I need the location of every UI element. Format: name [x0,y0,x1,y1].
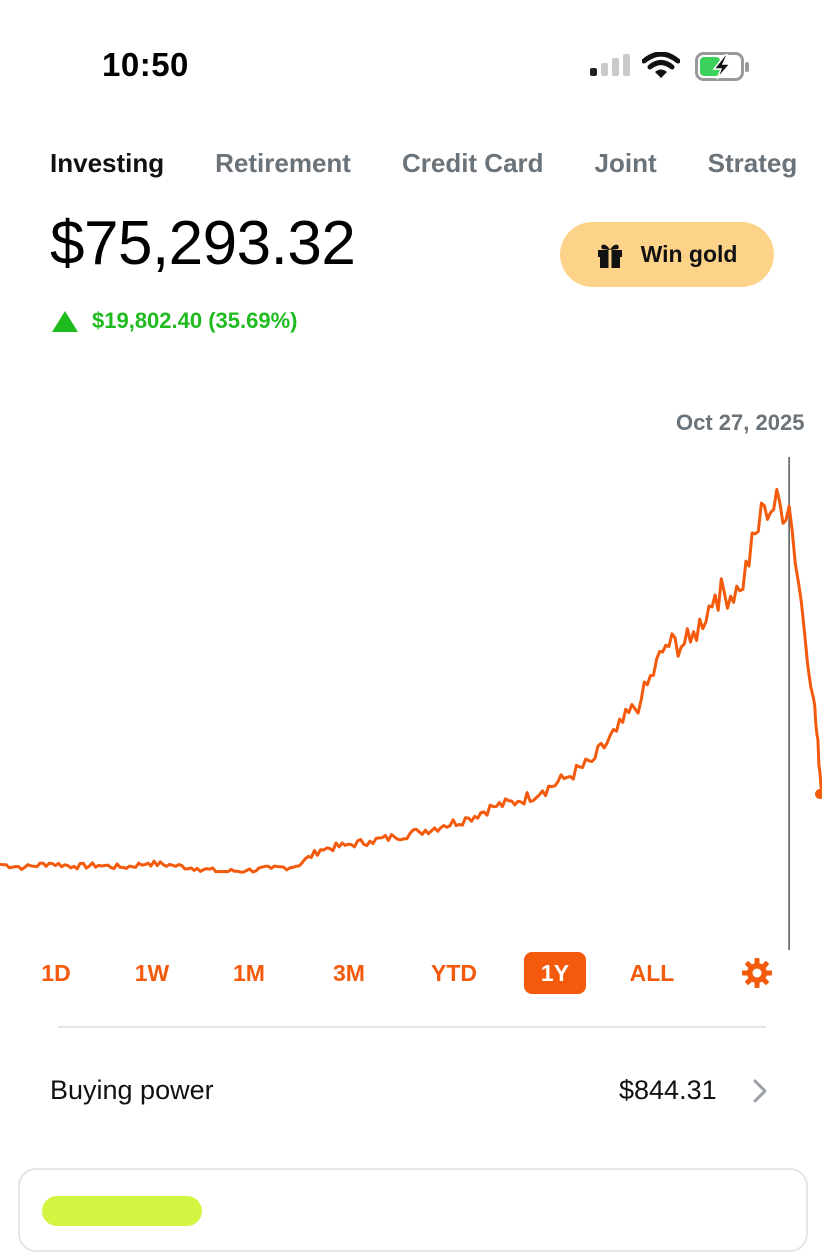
range-1d[interactable]: 1D [41,959,71,986]
win-gold-label: Win gold [640,241,738,267]
account-tabs: Investing Retirement Credit Card Joint S… [50,148,822,179]
gear-icon[interactable] [741,957,773,989]
chart-series-line [0,487,822,874]
portfolio-change-text: $19,802.40 (35.69%) [92,308,298,333]
tab-credit-card[interactable]: Credit Card [401,148,544,178]
portfolio-total-value: $75,293.32 [50,209,356,278]
win-gold-button[interactable]: Win gold [560,222,774,287]
signal-icon [590,54,632,85]
range-selector: 1D 1W 1M 3M YTD 1Y ALL [0,952,822,996]
status-time: 10:50 [102,46,189,83]
chevron-right-icon[interactable] [750,1078,770,1104]
range-ytd[interactable]: YTD [431,959,477,986]
range-1m[interactable]: 1M [233,959,265,986]
tab-strategies[interactable]: Strateg [707,148,798,178]
range-all[interactable]: ALL [629,959,675,986]
divider [58,1026,766,1028]
tab-investing[interactable]: Investing [50,148,165,178]
chart-selected-date: Oct 27, 2025 [676,410,805,435]
buying-power-value[interactable]: $844.31 [619,1075,717,1105]
range-1w[interactable]: 1W [134,959,170,986]
buying-power-label: Buying power [50,1075,214,1105]
portfolio-chart[interactable] [0,455,822,955]
tab-joint[interactable]: Joint [594,148,657,178]
chart-end-point [815,789,822,800]
wifi-icon [641,51,681,85]
tab-retirement[interactable]: Retirement [215,148,351,178]
portfolio-change: $19,802.40 (35.69%) [52,308,298,334]
battery-charging-icon [695,52,751,87]
card-badge [42,1196,202,1226]
range-1y[interactable]: 1Y [524,952,586,994]
gift-icon [597,244,622,268]
range-3m[interactable]: 3M [333,959,365,986]
up-triangle-icon [52,310,78,332]
